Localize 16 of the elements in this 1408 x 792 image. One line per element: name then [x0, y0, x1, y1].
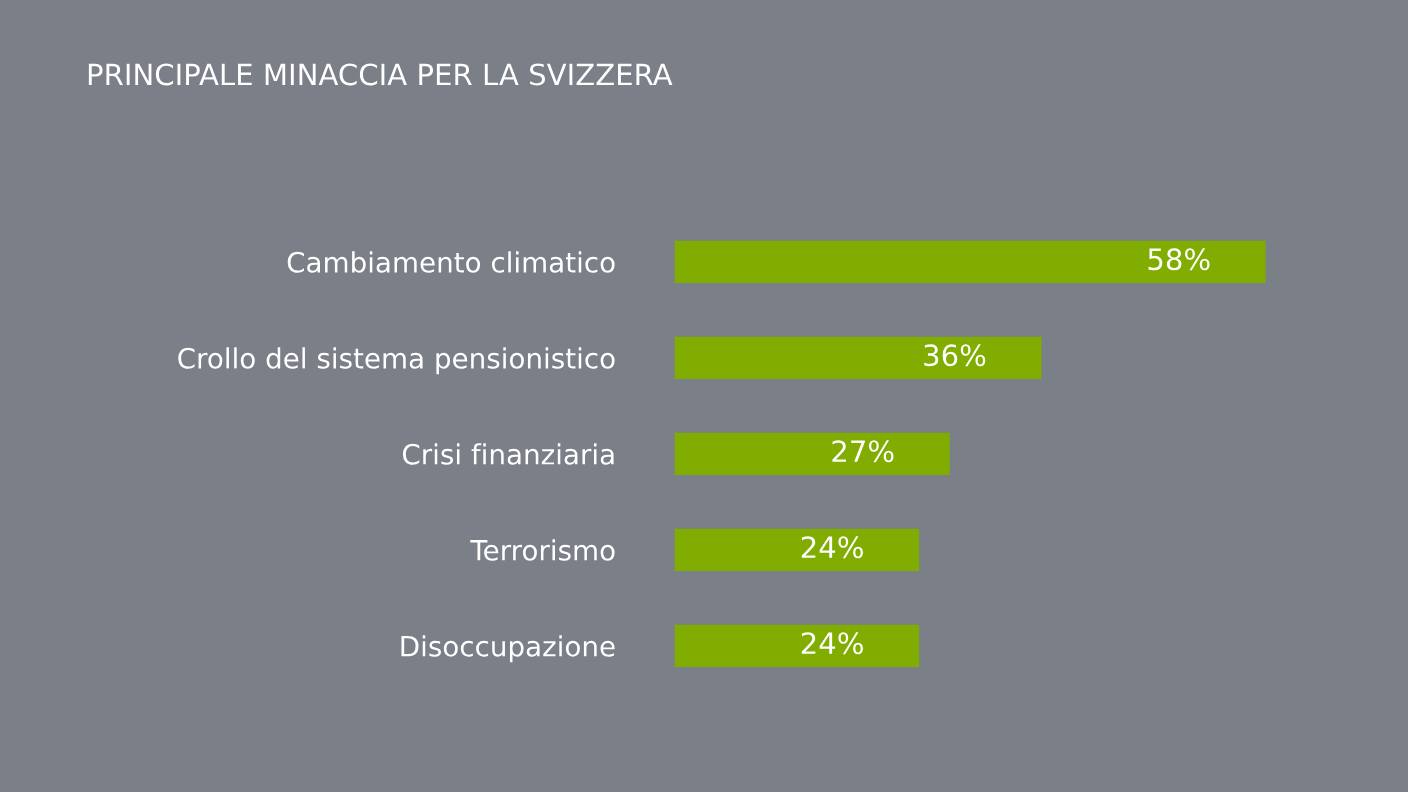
bar	[674, 528, 920, 571]
y-tick-label: Cambiamento climatico	[287, 251, 615, 273]
data-label: 24%	[801, 632, 863, 655]
data-label: 27%	[832, 440, 894, 463]
y-tick-label: Terrorismo	[470, 539, 615, 561]
text: PRINCIPALE MINACCIA PER LA SVIZZERA	[88, 63, 673, 86]
data-label: 36%	[924, 344, 986, 367]
y-tick-label: Disoccupazione	[401, 635, 615, 663]
bar	[674, 240, 1266, 283]
bar	[674, 624, 920, 667]
data-label: 24%	[801, 536, 863, 559]
bar	[674, 432, 950, 475]
data-label: 58%	[1148, 248, 1210, 271]
bar	[674, 336, 1042, 379]
y-tick-label: Crollo del sistema pensionistico	[178, 347, 615, 375]
y-tick-label: Crisi finanziaria	[402, 443, 614, 465]
